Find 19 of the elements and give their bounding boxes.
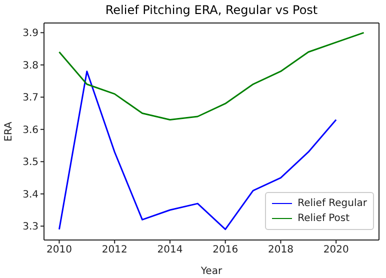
y-tick-label: 3.9	[22, 28, 38, 40]
x-tick-label: 2014	[157, 244, 183, 256]
x-axis-title: Year	[200, 266, 223, 277]
x-tick-label: 2012	[102, 244, 128, 256]
legend-label: Relief Post	[298, 212, 350, 226]
x-tick-label: 2020	[323, 244, 349, 256]
x-tick-label: 2016	[212, 244, 238, 256]
legend-label: Relief Regular	[298, 197, 367, 211]
chart-title: Relief Pitching ERA, Regular vs Post	[104, 3, 319, 17]
y-tick-label: 3.6	[22, 124, 38, 136]
line-series	[58, 32, 365, 120]
y-tick-label: 3.4	[22, 189, 38, 200]
y-tick-label: 3.7	[22, 92, 38, 104]
y-tick-label: 3.3	[22, 222, 38, 233]
y-tick-label: 3.8	[22, 60, 38, 72]
x-tick-label: 2018	[268, 244, 294, 256]
x-tick-label: 2010	[46, 244, 72, 256]
y-axis-title: ERA	[4, 122, 15, 142]
y-tick-label: 3.5	[22, 157, 38, 168]
